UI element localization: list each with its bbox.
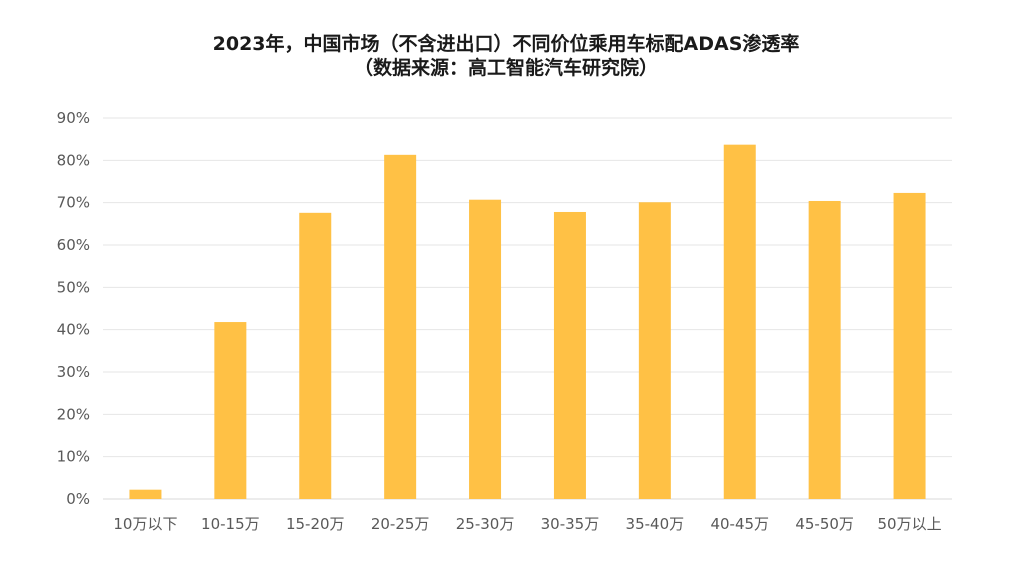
y-axis-ticks: 0% 10% 20% 30% 40% 50% 60% 70% 80% 90% [57, 109, 90, 508]
chart-title: 2023年，中国市场（不含进出口）不同价位乘用车标配ADAS渗透率 [212, 33, 800, 55]
bar [553, 211, 586, 500]
bar [808, 200, 841, 499]
y-tick-label: 80% [57, 151, 90, 169]
bars [129, 144, 926, 500]
y-tick-label: 20% [57, 405, 90, 423]
x-tick-label: 25-30万 [456, 515, 515, 533]
y-tick-label: 0% [66, 490, 90, 508]
bar [893, 192, 926, 499]
x-tick-label: 40-45万 [710, 515, 769, 533]
x-tick-label: 30-35万 [541, 515, 600, 533]
x-tick-label: 50万以上 [878, 515, 942, 533]
bar [384, 154, 417, 499]
chart-title-block: 2023年，中国市场（不含进出口）不同价位乘用车标配ADAS渗透率 （数据来源：… [0, 32, 1012, 80]
x-tick-label: 15-20万 [286, 515, 345, 533]
x-tick-label: 10万以下 [113, 515, 177, 533]
bar [638, 202, 671, 499]
y-tick-label: 40% [57, 321, 90, 339]
y-tick-label: 10% [57, 448, 90, 466]
y-tick-label: 50% [57, 278, 90, 296]
y-tick-label: 60% [57, 236, 90, 254]
x-axis-ticks: 10万以下 10-15万 15-20万 20-25万 25-30万 30-35万 35-40… [113, 515, 941, 533]
x-tick-label: 20-25万 [371, 515, 430, 533]
x-tick-label: 35-40万 [626, 515, 685, 533]
bar [299, 212, 332, 499]
y-tick-label: 70% [57, 194, 90, 212]
bar [723, 144, 756, 500]
bar [469, 199, 502, 499]
y-tick-label: 30% [57, 363, 90, 381]
x-tick-label: 10-15万 [201, 515, 260, 533]
x-tick-label: 45-50万 [795, 515, 854, 533]
chart-subtitle: （数据来源：高工智能汽车研究院） [353, 57, 658, 79]
y-tick-label: 90% [57, 109, 90, 127]
bar [129, 489, 162, 499]
bar [214, 322, 247, 499]
